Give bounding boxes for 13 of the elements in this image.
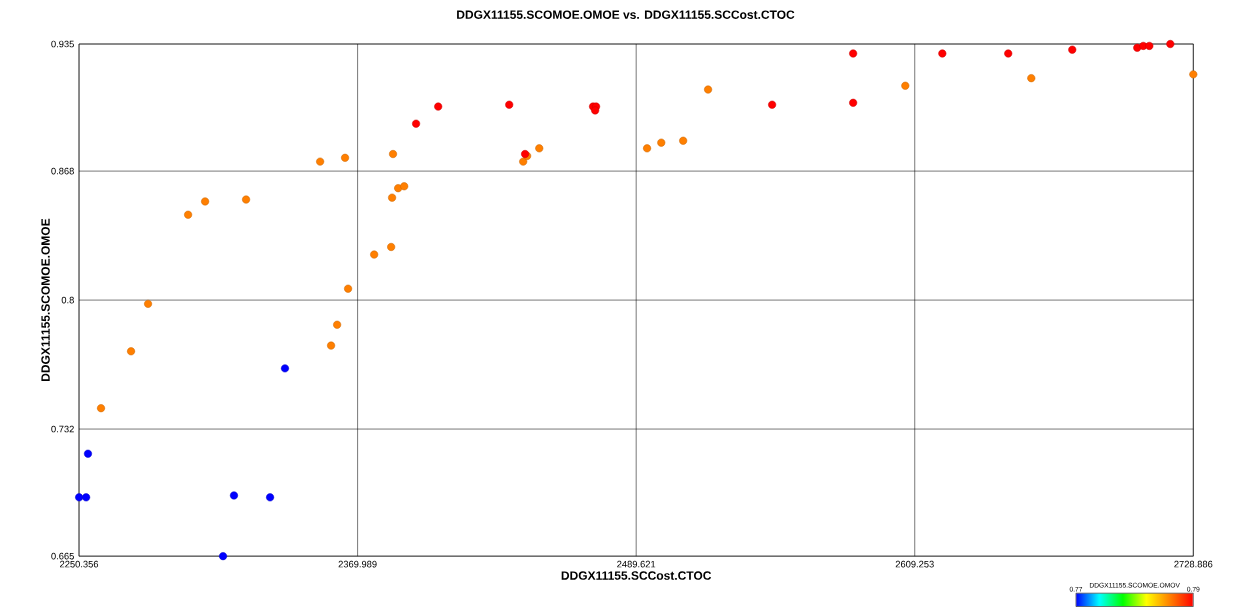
x-tick-label: 2728.886 — [1174, 560, 1213, 568]
x-tick-label: 2369.989 — [338, 560, 377, 568]
x-tick-label: 2250.356 — [60, 560, 99, 568]
y-tick-label: 0.935 — [51, 40, 74, 48]
y-tick-label: 0.868 — [51, 167, 74, 175]
chart-title: DDGX11155.SCOMOE.OMOE vs. DDGX11155.SCCost.CTOC — [457, 10, 795, 19]
x-tick-label: 2609.253 — [895, 560, 934, 568]
y-tick-label: 0.8 — [61, 296, 74, 304]
y-tick-label: 0.665 — [51, 552, 74, 560]
x-tick-label: 2489.621 — [617, 560, 656, 568]
y-tick-label: 0.732 — [51, 425, 74, 433]
y-axis-title: DDGX11155.SCOMOE.OMOE — [41, 218, 50, 381]
x-axis-title: DDGX11155.SCCost.CTOC — [561, 571, 712, 580]
